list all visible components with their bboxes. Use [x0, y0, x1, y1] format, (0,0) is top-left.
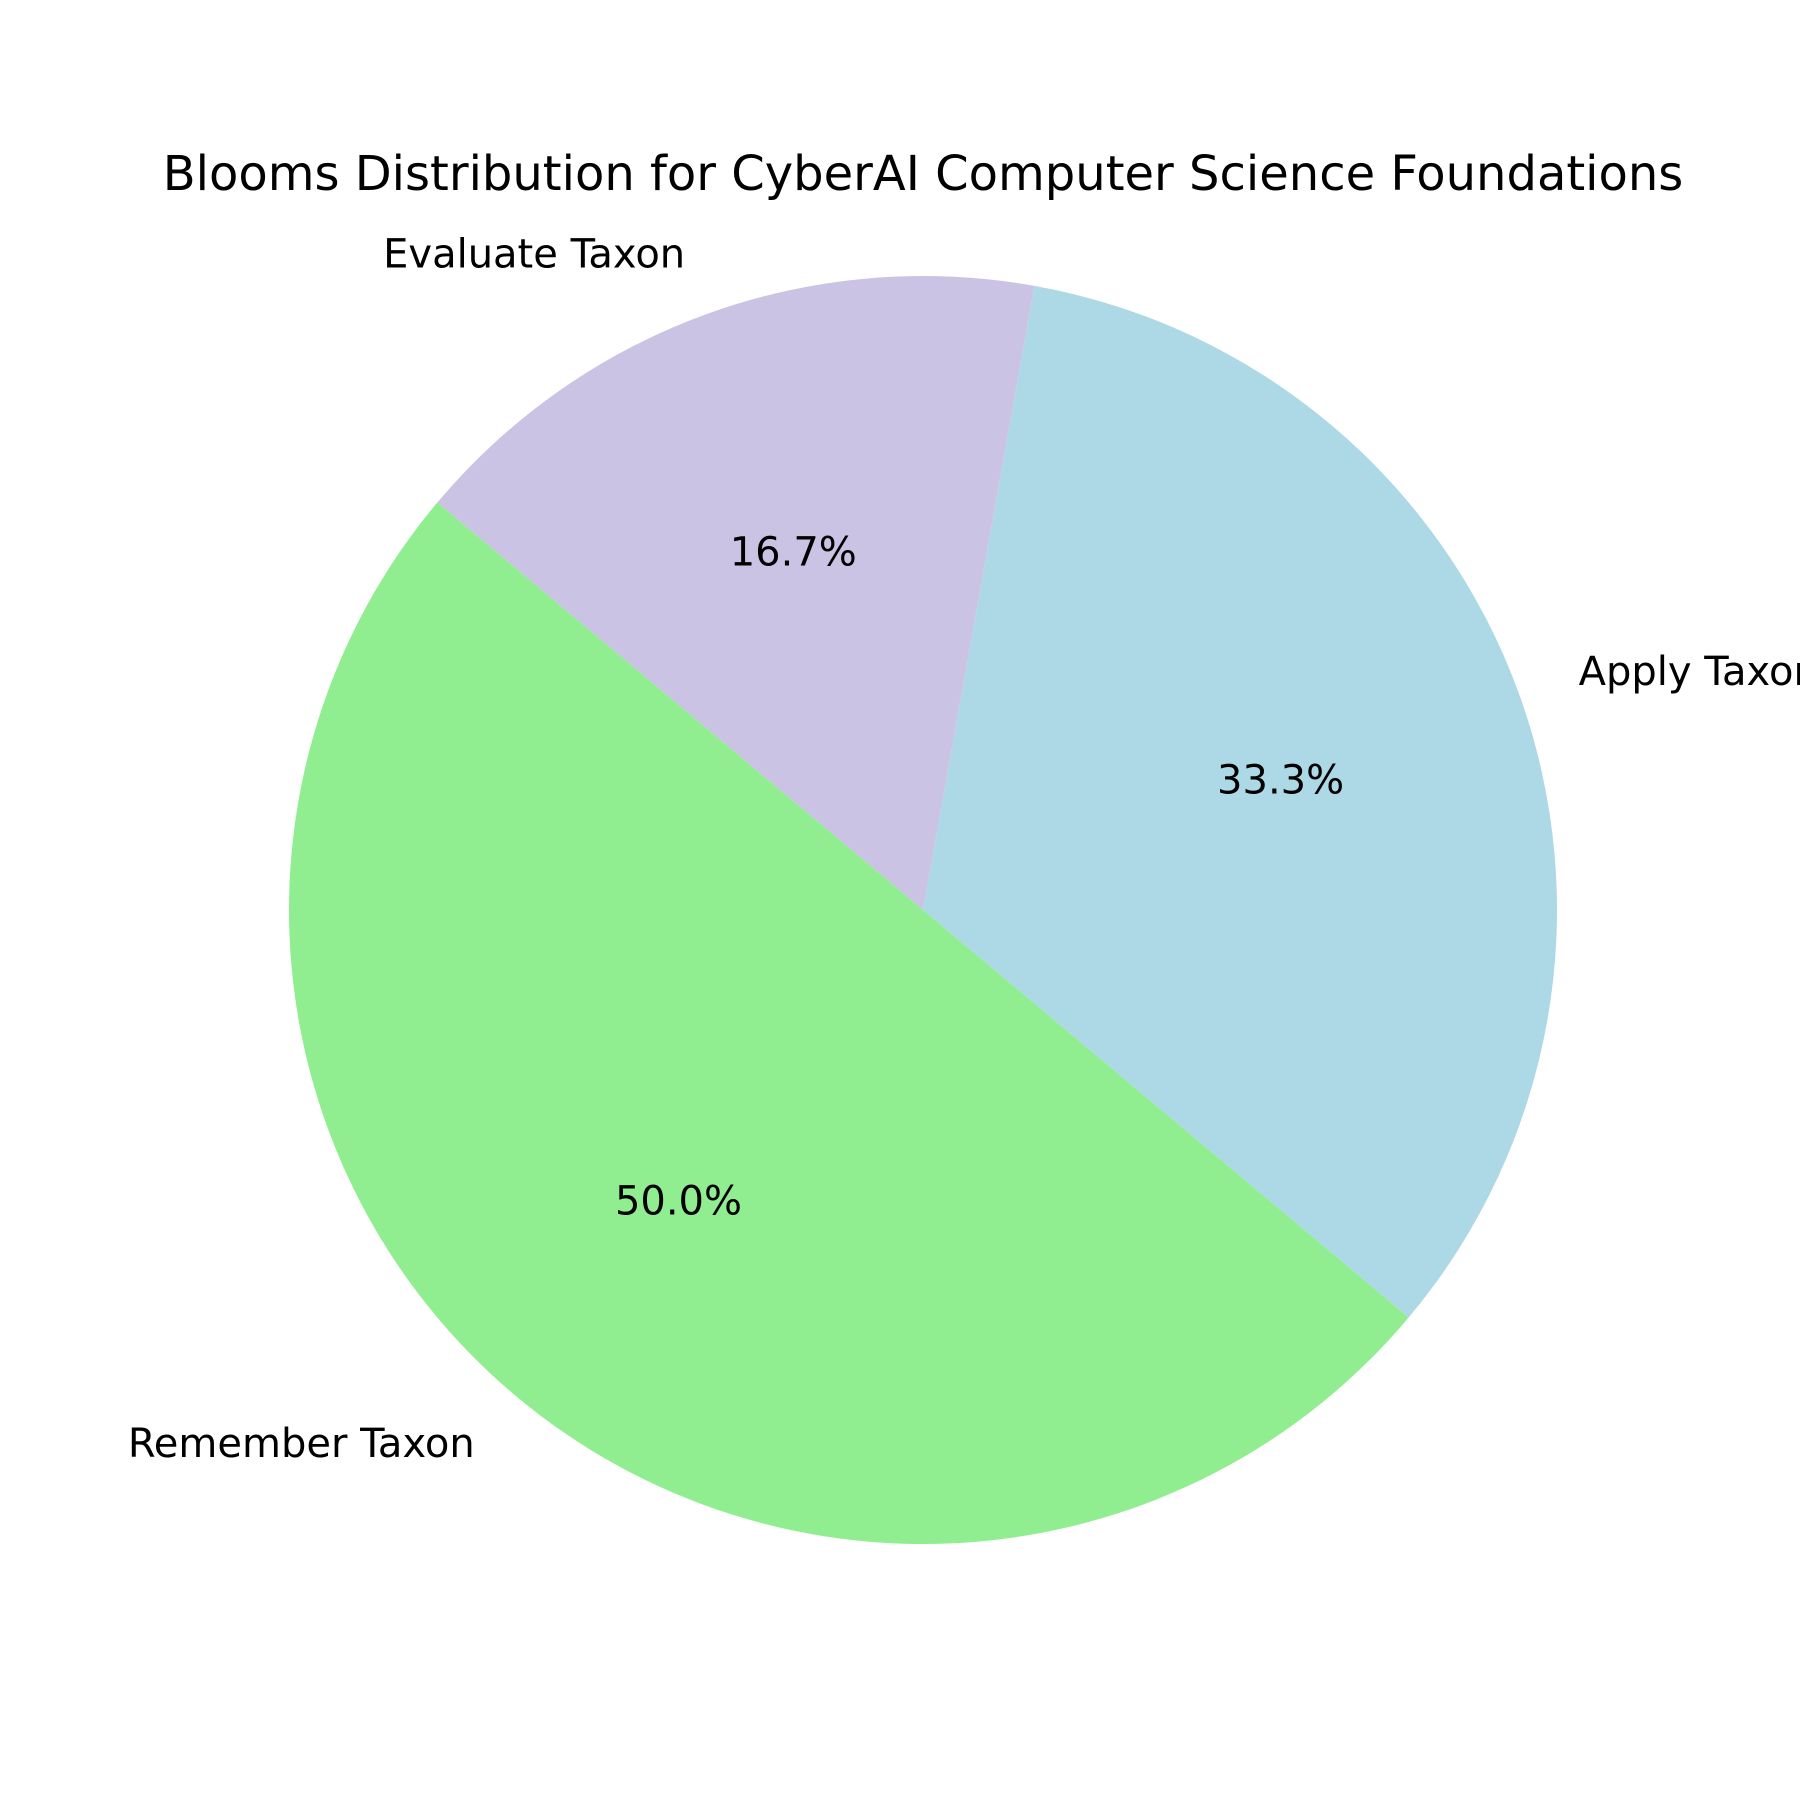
slice-label-evaluate-taxon: Evaluate Taxon [383, 231, 685, 277]
percent-label-apply-taxon: 33.3% [1217, 757, 1344, 803]
pie-labels: Apply Taxon 33.3% Evaluate Taxon 16.7% Remem… [128, 231, 1800, 1467]
slice-label-apply-taxon: Apply Taxon [1579, 649, 1800, 695]
pie-slice-remember-taxon [288, 502, 1409, 1544]
pie-slice-apply-taxon [923, 285, 1557, 1318]
slice-label-remember-taxon: Remember Taxon [128, 1421, 475, 1467]
percent-label-evaluate-taxon: 16.7% [730, 529, 857, 575]
pie-slices [288, 276, 1557, 1544]
pie-slice-evaluate-taxon [437, 276, 1035, 910]
chart-title: Blooms Distribution for CyberAI Computer… [163, 146, 1684, 202]
percent-label-remember-taxon: 50.0% [615, 1178, 742, 1224]
